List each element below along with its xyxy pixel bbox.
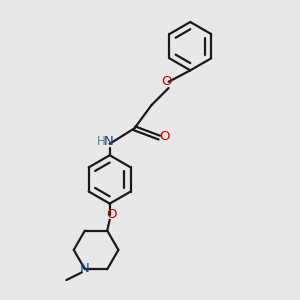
Text: N: N xyxy=(103,135,113,148)
Text: O: O xyxy=(160,130,170,142)
Text: O: O xyxy=(106,208,116,221)
Text: H: H xyxy=(97,135,105,148)
Text: O: O xyxy=(161,75,171,88)
Text: N: N xyxy=(80,262,89,275)
